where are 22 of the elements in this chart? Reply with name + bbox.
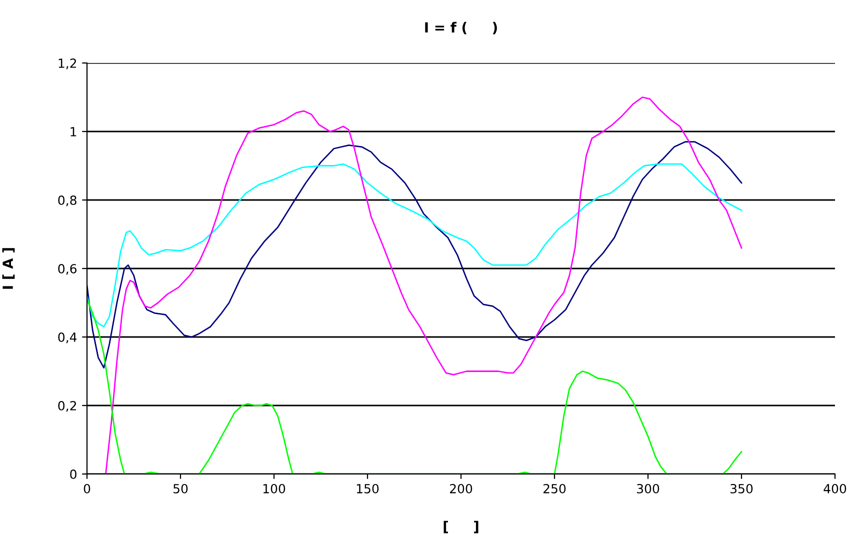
- x-tick-label: 200: [450, 484, 472, 494]
- x-tick-label: 350: [730, 484, 753, 494]
- x-tick-label: 150: [356, 484, 379, 494]
- y-tick-label: 0,6: [58, 264, 76, 275]
- y-tick-label: 0,8: [58, 195, 76, 206]
- y-tick-label: 0,2: [58, 400, 76, 412]
- line-series: [105, 96, 742, 474]
- x-axis-title: [ ]: [444, 520, 478, 534]
- y-axis-title: I [ A ]: [2, 248, 15, 289]
- x-tick-label: 0: [84, 484, 90, 494]
- x-tick-label: 50: [174, 484, 188, 494]
- y-tick-label: 0: [70, 469, 76, 479]
- x-tick-label: 250: [543, 484, 566, 494]
- x-tick-label: 100: [263, 484, 286, 494]
- chart-title: I = f ( ): [425, 22, 497, 34]
- x-tick-label: 400: [824, 484, 846, 494]
- y-tick-label: 1,2: [58, 58, 76, 70]
- y-tick-label: 1: [70, 127, 76, 136]
- line-series: [87, 163, 742, 328]
- y-tick-label: 0,4: [58, 332, 77, 344]
- x-tick-label: 300: [637, 484, 660, 494]
- line-series: [87, 141, 742, 369]
